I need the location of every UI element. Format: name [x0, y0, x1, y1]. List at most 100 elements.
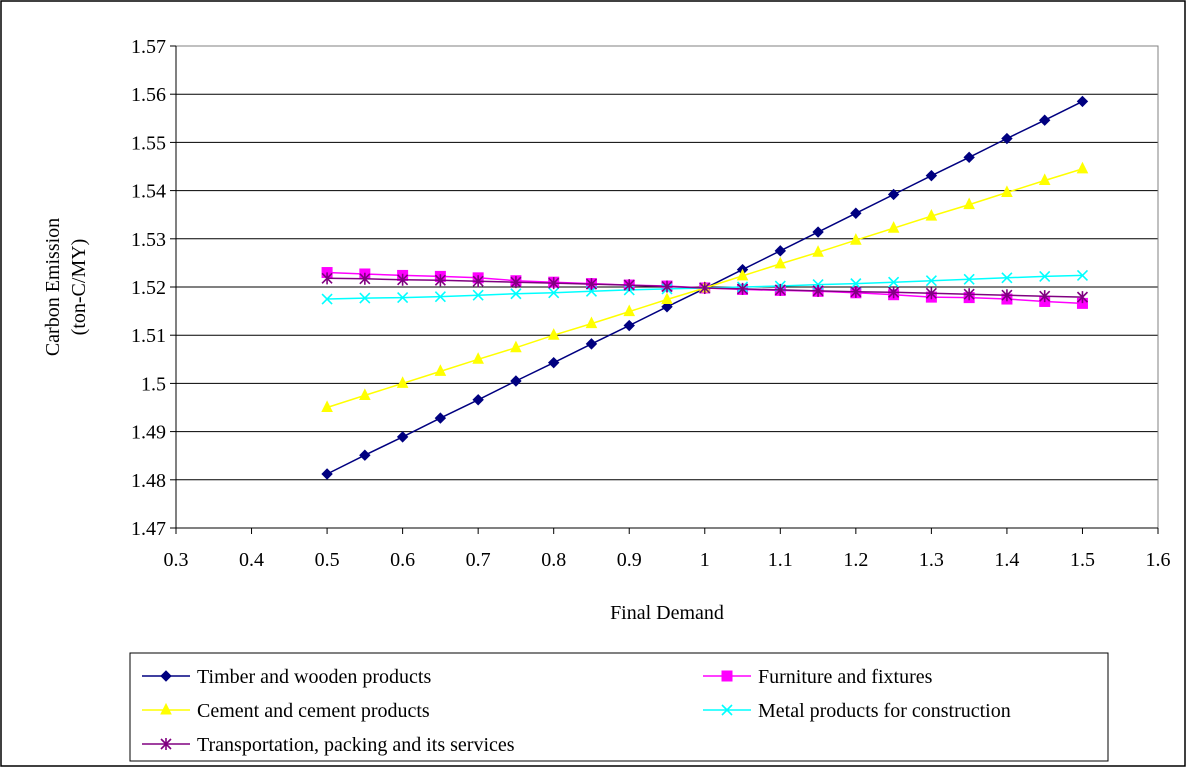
data-point-marker	[396, 376, 409, 388]
data-point-marker	[1039, 270, 1051, 282]
data-point-marker	[510, 340, 522, 353]
x-tick-label: 1.2	[843, 549, 868, 571]
gridlines	[176, 93, 1158, 481]
legend-marker	[160, 702, 172, 715]
data-point-marker	[1076, 161, 1089, 174]
x-tick-label: 0.5	[315, 549, 340, 571]
x-tick-label: 1.4	[994, 549, 1019, 571]
data-point-marker	[510, 276, 522, 289]
legend-marker	[160, 738, 172, 750]
data-point-marker	[887, 221, 900, 233]
legend-entry-0: Timber and wooden products	[142, 666, 431, 688]
data-point-marker	[1001, 185, 1013, 198]
data-point-marker	[963, 288, 975, 301]
data-point-marker	[661, 292, 673, 305]
data-point-marker	[736, 268, 749, 281]
data-point-marker	[925, 169, 938, 182]
data-point-marker	[888, 286, 900, 299]
data-point-marker	[736, 282, 749, 295]
data-point-marker	[359, 272, 371, 285]
x-tick-label: 0.4	[239, 549, 264, 571]
data-point-marker	[359, 388, 371, 400]
data-point-marker	[963, 151, 975, 164]
data-point-marker	[1001, 289, 1013, 302]
legend-entry-3: Metal products for construction	[703, 700, 1011, 722]
data-point-marker	[1076, 95, 1089, 108]
data-point-marker	[585, 278, 598, 291]
legend: Timber and wooden products Furniture and …	[142, 666, 1011, 756]
legend-label: Furniture and fixtures	[758, 666, 933, 688]
legend-label: Cement and cement products	[197, 700, 430, 722]
x-tick-label: 1.6	[1146, 549, 1171, 571]
data-point-marker	[850, 233, 862, 245]
data-point-marker	[510, 288, 522, 300]
data-point-marker	[850, 207, 862, 219]
data-point-marker	[963, 197, 975, 210]
data-point-marker	[1076, 269, 1089, 281]
data-point-marker	[925, 275, 937, 287]
data-point-marker	[812, 226, 824, 238]
data-point-marker	[1038, 173, 1051, 185]
series-4	[321, 272, 1089, 304]
y-tick-label: 1.49	[131, 422, 166, 444]
data-point-marker	[774, 245, 787, 257]
data-point-marker	[321, 468, 333, 480]
data-point-marker	[887, 188, 900, 201]
y-tick-label: 1.47	[131, 518, 166, 540]
data-point-marker	[1038, 114, 1051, 126]
data-point-marker	[321, 400, 333, 412]
data-point-marker	[472, 352, 484, 364]
legend-entry-2: Cement and cement products	[142, 700, 430, 722]
data-point-marker	[774, 256, 787, 269]
data-point-marker	[1076, 291, 1089, 304]
series-group	[321, 95, 1089, 480]
data-point-marker	[699, 281, 711, 294]
legend-entry-1: Furniture and fixtures	[703, 666, 933, 688]
y-tick-label: 1.54	[131, 181, 166, 203]
y-tick-label: 1.52	[131, 277, 166, 299]
data-point-marker	[623, 304, 636, 317]
data-point-marker	[321, 293, 333, 305]
data-point-marker	[812, 245, 824, 257]
legend-box	[129, 652, 1109, 762]
data-point-marker	[774, 283, 786, 296]
data-point-marker	[359, 449, 371, 461]
legend-label: Metal products for construction	[758, 700, 1011, 722]
data-point-marker	[623, 319, 635, 332]
y-tick-label: 1.57	[131, 36, 166, 58]
x-tick-label: 0.3	[164, 549, 189, 571]
data-point-marker	[548, 287, 560, 299]
data-point-marker	[850, 278, 862, 290]
data-point-marker	[661, 301, 673, 313]
data-point-marker	[397, 292, 409, 304]
data-point-marker	[434, 291, 446, 303]
legend-marker	[721, 670, 733, 682]
legend-label: Timber and wooden products	[197, 666, 431, 688]
data-point-marker	[397, 273, 409, 286]
data-point-marker	[510, 375, 522, 387]
x-axis-title: Final Demand	[610, 602, 724, 624]
data-point-marker	[1001, 132, 1013, 145]
x-tick-label: 1.5	[1070, 549, 1095, 571]
y-tick-label: 1.55	[131, 132, 166, 154]
data-point-marker	[547, 328, 560, 340]
legend-label: Transportation, packing and its services	[197, 734, 515, 756]
data-point-marker	[812, 284, 824, 297]
data-point-marker	[472, 289, 484, 301]
data-point-marker	[623, 279, 635, 292]
x-tick-label: 0.8	[541, 549, 566, 571]
y-tick-label: 1.48	[131, 470, 166, 492]
data-point-marker	[359, 292, 371, 304]
legend-entry-4: Transportation, packing and its services	[142, 734, 515, 756]
data-point-marker	[925, 209, 938, 221]
data-point-marker	[472, 275, 484, 288]
y-axis-title-line1: Carbon Emission	[42, 218, 64, 356]
data-point-marker	[548, 277, 560, 290]
y-tick-label: 1.51	[131, 325, 166, 347]
data-point-marker	[472, 394, 484, 406]
data-point-marker	[547, 356, 560, 369]
data-point-marker	[434, 274, 446, 287]
x-tick-label: 0.7	[466, 549, 491, 571]
y-tick-label: 1.56	[131, 84, 166, 106]
